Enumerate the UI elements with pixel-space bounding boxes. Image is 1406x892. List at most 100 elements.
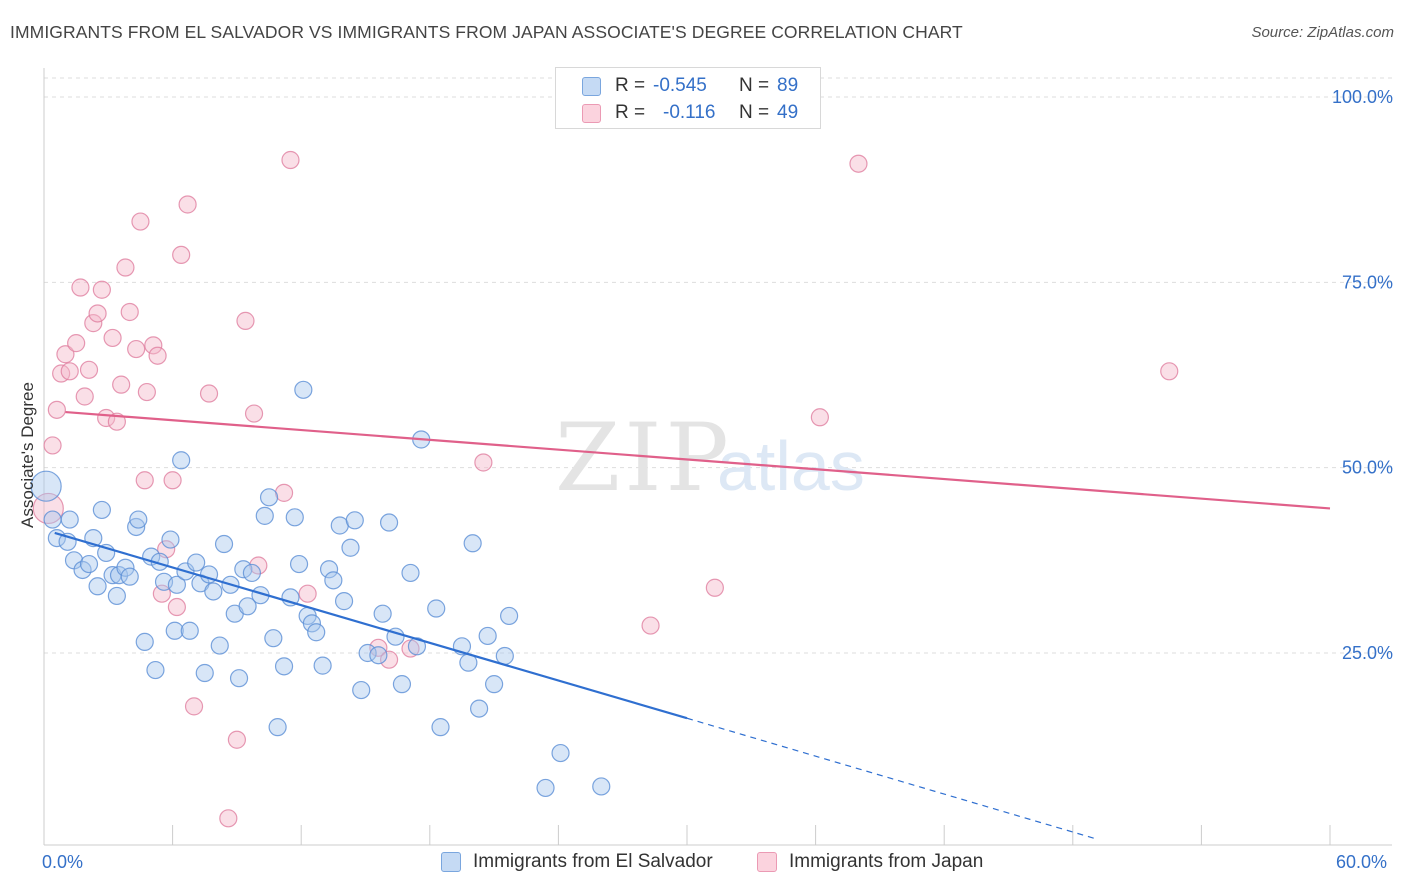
legend-r-value: -0.545 <box>653 75 707 96</box>
legend-r-label: R = <box>615 75 646 96</box>
japan-point <box>281 150 300 170</box>
el-salvador-point <box>352 680 371 700</box>
japan-point <box>379 650 399 669</box>
source-label: Source: ZipAtlas.com <box>1251 24 1394 41</box>
el-salvador-point <box>167 575 186 594</box>
el-salvador-point <box>259 488 279 507</box>
japan-point <box>849 154 868 173</box>
watermark: ZIP atlas <box>555 404 865 513</box>
el-salvador-point <box>427 599 446 618</box>
japan-point <box>641 616 660 635</box>
y-tick-label: 25.0% <box>1342 643 1393 663</box>
el-salvador-point <box>536 778 555 798</box>
japan-point <box>127 339 146 359</box>
japan-point <box>172 245 191 265</box>
y-tick-label: 100.0% <box>1332 87 1393 107</box>
japan-trend-line <box>65 410 1331 510</box>
el-salvador-point <box>172 451 191 470</box>
legend-swatch-blue <box>582 76 601 96</box>
japan-point <box>274 483 294 502</box>
japan-point <box>107 412 126 431</box>
el-salvador-point <box>268 718 287 737</box>
legend-r-value: -0.116 <box>663 102 716 123</box>
chart-title: IMMIGRANTS FROM EL SALVADOR VS IMMIGRANT… <box>10 22 963 42</box>
el-salvador-point <box>116 558 135 577</box>
el-salvador-trend-extension <box>686 717 1095 839</box>
series-japan-points <box>32 150 1179 828</box>
japan-point <box>705 578 724 597</box>
el-salvador-point <box>345 511 364 530</box>
el-salvador-point <box>407 637 427 656</box>
japan-point <box>152 584 171 603</box>
el-salvador-point <box>478 626 497 646</box>
legend-swatch-pink <box>582 103 601 123</box>
el-salvador-point <box>238 597 257 616</box>
el-salvador-point <box>242 563 262 583</box>
japan-point <box>474 453 493 472</box>
japan-point <box>184 697 204 716</box>
trend-lines <box>54 410 1331 839</box>
el-salvador-point <box>551 743 570 763</box>
x-tick-label-max: 60.0% <box>1336 852 1388 872</box>
el-salvador-point <box>161 530 180 549</box>
legend-swatch-pink <box>757 852 777 872</box>
japan-point <box>148 346 167 365</box>
legend-series-name: Immigrants from El Salvador <box>473 851 713 872</box>
japan-point <box>75 387 94 406</box>
legend-n-label: N = <box>739 102 770 123</box>
el-salvador-point <box>358 643 377 663</box>
japan-point <box>298 584 317 603</box>
japan-point <box>84 314 103 333</box>
japan-point <box>116 258 135 277</box>
japan-point <box>244 404 264 423</box>
legend-series-name: Immigrants from Japan <box>789 851 984 872</box>
japan-point <box>369 638 388 657</box>
el-salvador-point <box>214 534 234 554</box>
el-salvador-point <box>485 675 504 694</box>
el-salvador-point <box>463 534 482 553</box>
el-salvador-point <box>392 675 412 694</box>
el-salvador-point <box>469 699 489 718</box>
el-salvador-point <box>60 510 79 529</box>
x-tick-label-min: 0.0% <box>42 852 84 872</box>
el-salvador-trend-line <box>54 531 688 720</box>
el-salvador-point <box>294 380 313 399</box>
legend-item-el-salvador: Immigrants from El Salvador <box>441 851 713 873</box>
el-salvador-point <box>285 508 304 527</box>
japan-point <box>60 362 79 381</box>
el-salvador-point <box>289 554 309 574</box>
legend-item-japan: Immigrants from Japan <box>757 851 983 873</box>
el-salvador-point <box>307 623 326 642</box>
el-salvador-point <box>264 629 283 648</box>
watermark-zip: ZIP <box>555 404 733 513</box>
series-el-salvador-points <box>30 380 611 798</box>
el-salvador-point <box>313 656 332 675</box>
japan-point <box>131 212 150 231</box>
legend-n-label: N = <box>739 75 770 96</box>
japan-point <box>92 280 111 299</box>
legend-n-value: 49 <box>777 102 799 123</box>
el-salvador-point <box>274 657 294 676</box>
japan-point <box>236 311 255 330</box>
el-salvador-point <box>302 614 322 633</box>
y-tick-label: 75.0% <box>1342 272 1393 292</box>
el-salvador-point <box>401 563 420 583</box>
japan-point <box>112 375 131 394</box>
series-legend: Immigrants from El Salvador Immigrants f… <box>0 851 1406 877</box>
axes <box>43 68 1392 846</box>
el-salvador-point <box>495 646 514 666</box>
el-salvador-point <box>180 621 199 640</box>
el-salvador-point <box>30 470 62 502</box>
el-salvador-point <box>79 554 99 574</box>
japan-point <box>163 471 182 490</box>
japan-point <box>56 345 75 364</box>
watermark-atlas: atlas <box>717 427 865 505</box>
y-tick-label: 50.0% <box>1342 458 1393 478</box>
el-salvador-point <box>334 592 354 611</box>
y-tick-labels: 25.0% 50.0% 75.0% 100.0% <box>1332 87 1393 663</box>
el-salvador-point <box>204 582 223 601</box>
el-salvador-point <box>210 636 229 655</box>
el-salvador-point <box>129 510 148 529</box>
japan-point <box>227 730 246 749</box>
